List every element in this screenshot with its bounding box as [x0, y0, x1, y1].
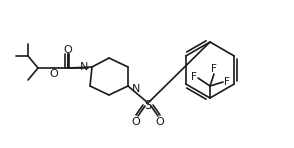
Text: N: N	[132, 84, 140, 94]
Text: N: N	[80, 62, 88, 72]
Text: F: F	[224, 77, 230, 87]
Text: F: F	[211, 64, 217, 74]
Text: O: O	[156, 117, 164, 127]
Text: S: S	[144, 99, 152, 111]
Text: O: O	[132, 117, 140, 127]
Text: F: F	[191, 72, 197, 82]
Text: O: O	[64, 45, 72, 55]
Text: O: O	[50, 69, 59, 79]
